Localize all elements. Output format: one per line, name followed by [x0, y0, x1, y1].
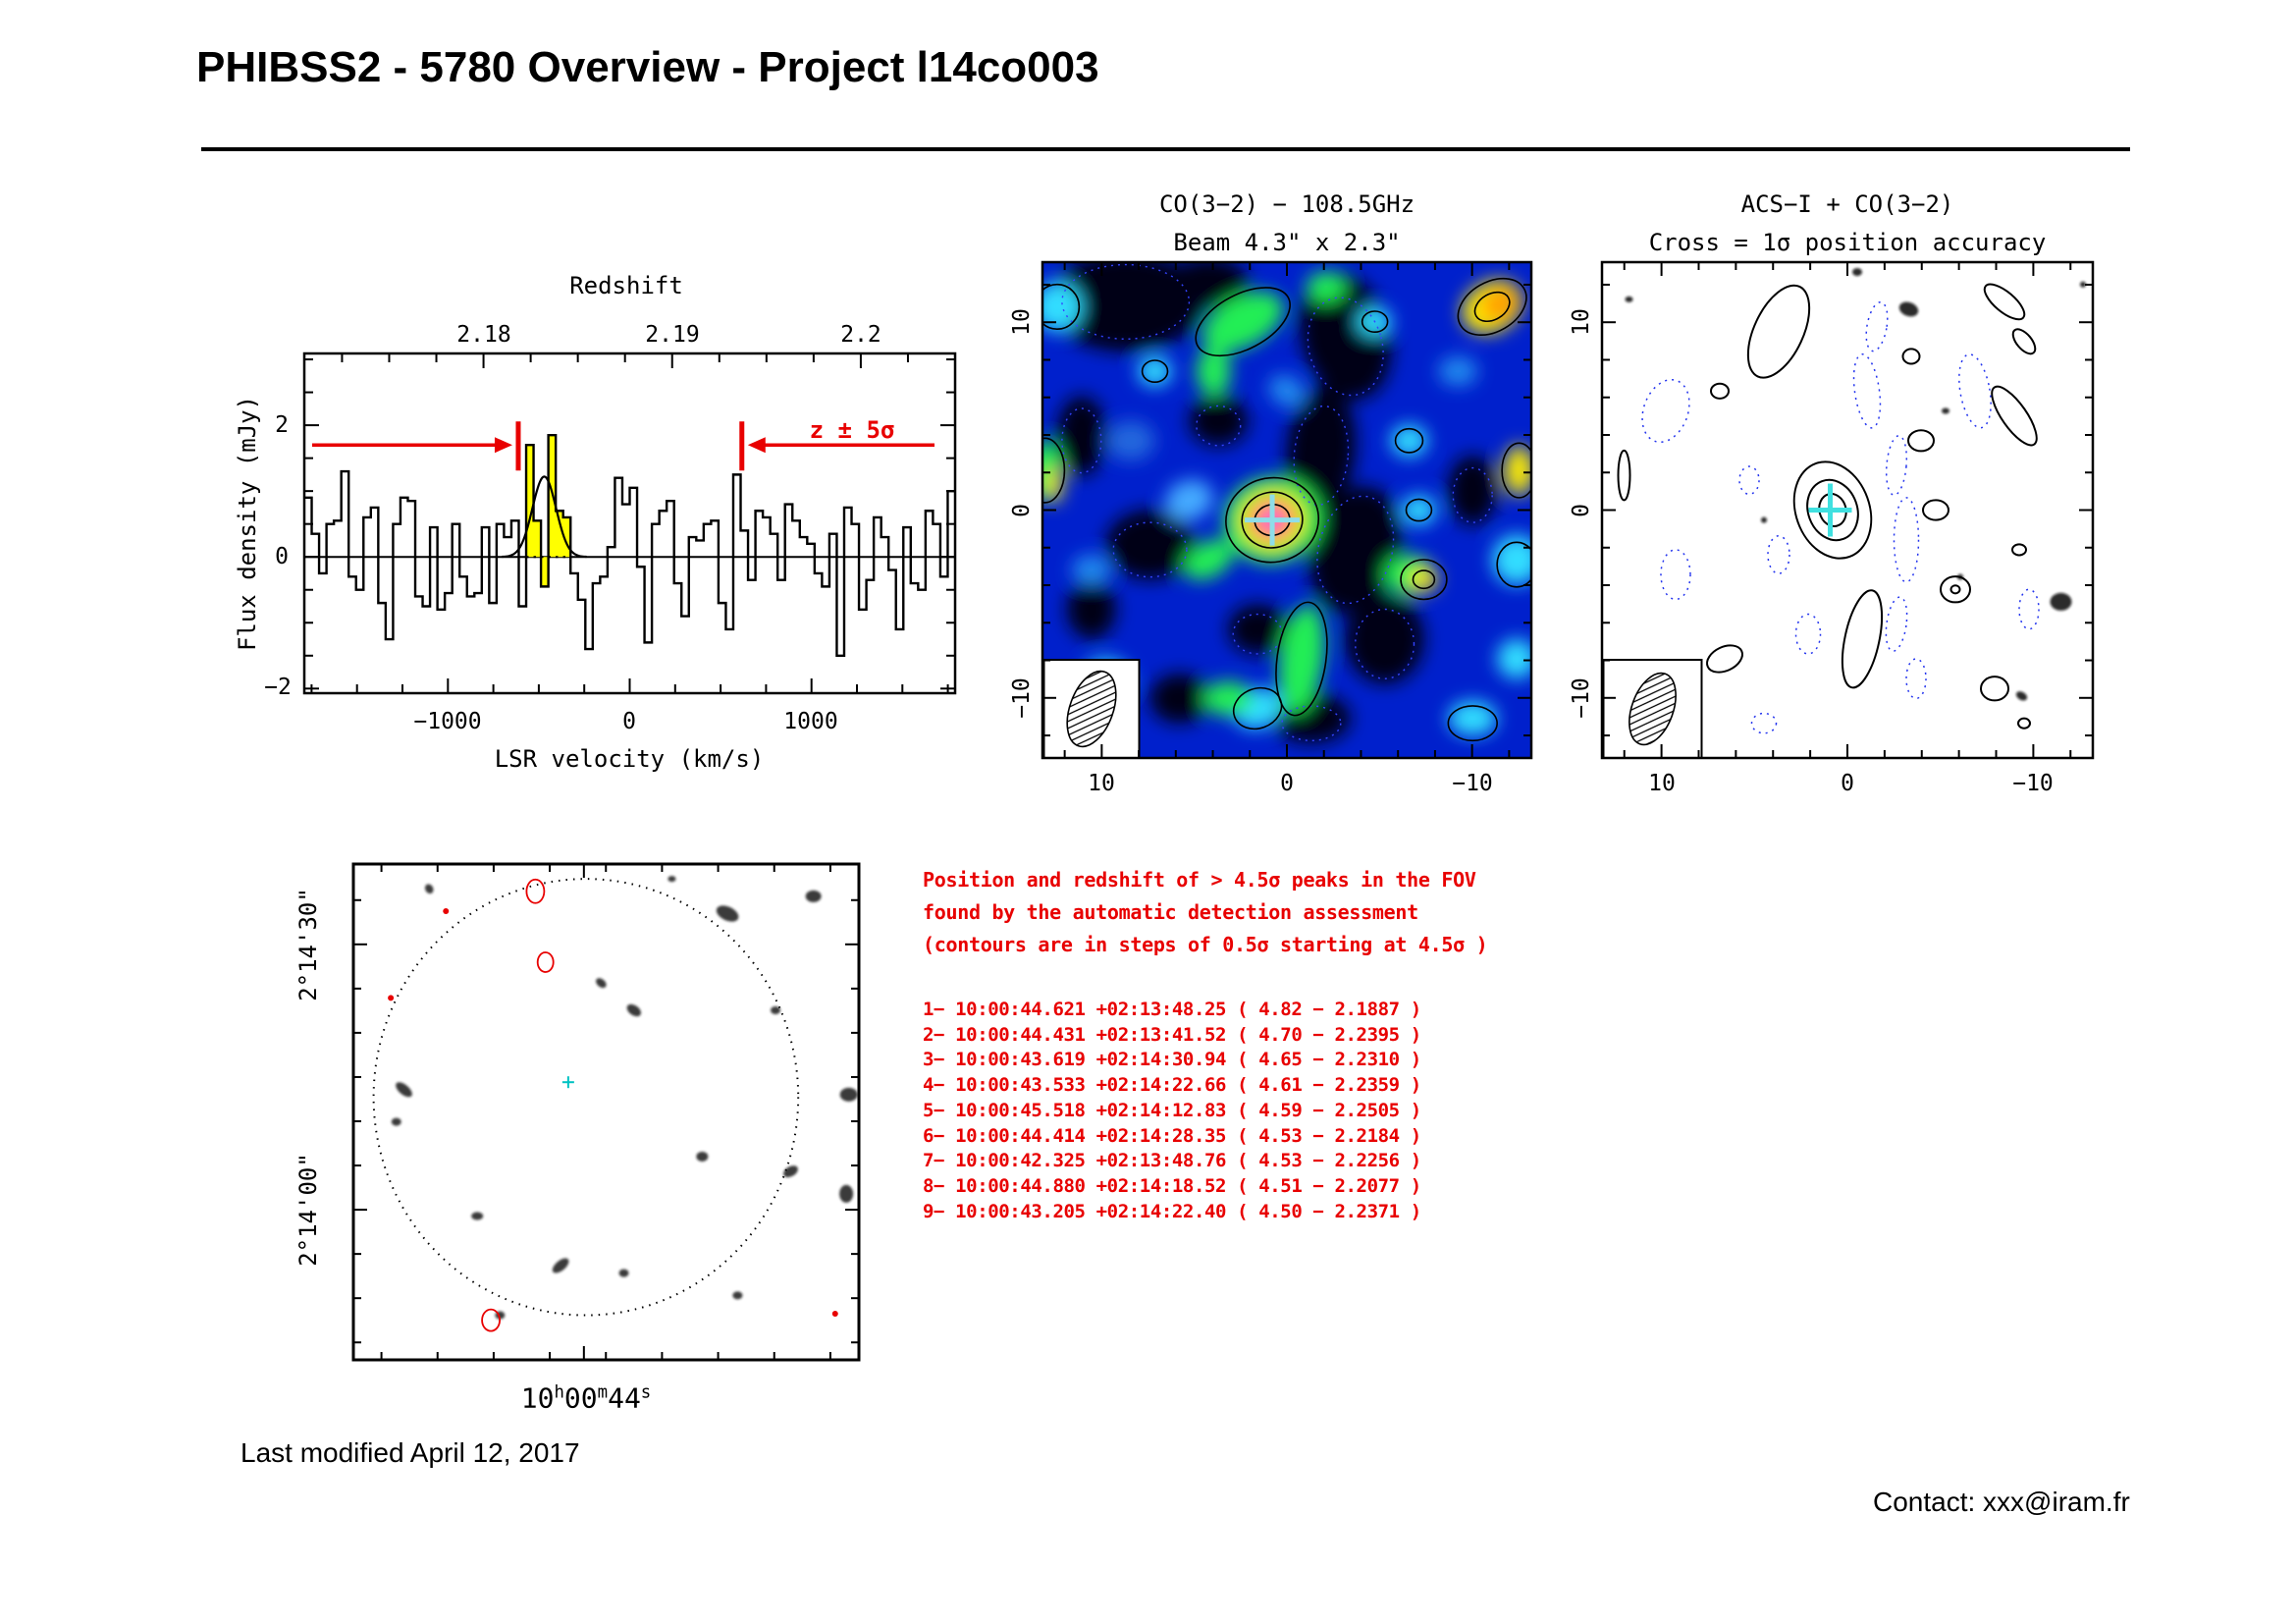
peak-row: 4− 10:00:43.533 +02:14:22.66 ( 4.61 − 2.…	[923, 1074, 1421, 1097]
peaks-list: 1− 10:00:44.621 +02:13:48.25 ( 4.82 − 2.…	[923, 998, 1421, 1224]
co-map-frame	[1041, 260, 1533, 760]
primary-beam-fov	[372, 878, 800, 1317]
peaks-header-line: Position and redshift of > 4.5σ peaks in…	[923, 868, 1476, 892]
peak-row: 9− 10:00:43.205 +02:14:22.40 ( 4.50 − 2.…	[923, 1200, 1421, 1222]
peaks-header-line: (contours are in steps of 0.5σ starting …	[923, 933, 1488, 956]
peak-row: 1− 10:00:44.621 +02:13:48.25 ( 4.82 − 2.…	[923, 999, 1421, 1020]
peak-row: 2− 10:00:44.431 +02:13:41.52 ( 4.70 − 2.…	[923, 1023, 1421, 1046]
sky-ra-tick-label: 10h00m44s	[521, 1382, 652, 1415]
sky-dec-tick-label: 2°14'00"	[294, 1153, 322, 1267]
acs-map-title: ACS−I + CO(3−2)	[1740, 190, 1954, 218]
peak-row: 7− 10:00:42.325 +02:13:48.76 ( 4.53 − 2.…	[923, 1150, 1421, 1172]
acs-x-tick-label: −10	[2012, 771, 2054, 796]
spectrum-annotation-label: z ± 5σ	[809, 416, 895, 444]
acs-map-subtitle: Cross = 1σ position accuracy	[1648, 229, 2047, 256]
co-x-tick-label: −10	[1452, 771, 1493, 796]
acs-overlay-map	[1602, 262, 2093, 758]
sky-dec-tick-label: 2°14'30"	[294, 888, 322, 1001]
spectrum-top-tick-label: 2.18	[456, 322, 511, 348]
redshift-window-annotation	[312, 421, 934, 471]
ra-m-unit: m	[597, 1382, 609, 1403]
acs-galaxies	[1625, 268, 2086, 701]
spectrum-top-tick-label: 2.19	[645, 322, 700, 348]
sky-galaxies	[391, 876, 858, 1320]
co-x-tick-label: 10	[1088, 771, 1115, 796]
co-y-tick-label: 0	[1009, 504, 1035, 517]
beam-inset	[1602, 659, 1703, 758]
spectrum-y-tick-label: 2	[275, 412, 289, 438]
co-map-subtitle: Beam 4.3" x 2.3"	[1173, 229, 1401, 256]
acs-y-tick-label: 10	[1569, 308, 1594, 336]
peak-row: 6− 10:00:44.414 +02:14:28.35 ( 4.53 − 2.…	[923, 1124, 1421, 1147]
co-y-tick-label: −10	[1009, 677, 1035, 719]
acs-y-tick-label: −10	[1569, 677, 1594, 719]
peaks-header-line: found by the automatic detection assessm…	[923, 900, 1418, 924]
co-x-tick-label: 0	[1280, 771, 1294, 796]
last-modified-text: Last modified April 12, 2017	[240, 1437, 580, 1468]
spectrum-histogram	[304, 433, 955, 657]
spectrum-gaussian-fit	[502, 475, 587, 559]
spectrum-y-axis-label: Flux density (mJy)	[234, 395, 261, 652]
contact-text: Contact: xxx@iram.fr	[1873, 1487, 2130, 1517]
spectrum-plot	[302, 352, 957, 695]
acs-map-frame	[1600, 260, 2095, 760]
acs-x-tick-label: 10	[1648, 771, 1676, 796]
spectrum-y-tick-label: 0	[275, 544, 289, 569]
title-divider	[201, 147, 2130, 151]
spectrum-x-tick-label: 1000	[783, 709, 838, 734]
spectrum-y-tick-label: −2	[264, 675, 292, 700]
acs-y-tick-label: 0	[1569, 504, 1594, 517]
sky-field-map	[353, 864, 859, 1360]
peak-row: 8− 10:00:44.880 +02:14:18.52 ( 4.51 − 2.…	[923, 1174, 1421, 1197]
ra-hours: 10	[520, 1381, 555, 1415]
page-title: PHIBSS2 - 5780 Overview - Project l14co0…	[196, 43, 1099, 91]
peak-row: 3− 10:00:43.619 +02:14:30.94 ( 4.65 − 2.…	[923, 1049, 1421, 1071]
spectrum-x-tick-label: −1000	[413, 709, 482, 734]
co-y-tick-label: 10	[1009, 308, 1035, 336]
sky-map-frame	[351, 862, 861, 1362]
beam-inset	[1042, 659, 1141, 758]
ra-h-unit: h	[554, 1382, 564, 1403]
co-intensity-map	[1042, 262, 1531, 758]
co-map-title: CO(3−2) − 108.5GHz	[1158, 190, 1415, 218]
spectrum-top-axis-title: Redshift	[569, 272, 683, 299]
peak-row: 5− 10:00:45.518 +02:14:12.83 ( 4.59 − 2.…	[923, 1099, 1421, 1121]
ra-minutes: 00	[563, 1381, 598, 1415]
ra-s-unit: s	[640, 1382, 652, 1403]
ra-seconds: 44	[608, 1381, 641, 1415]
spectrum-top-tick-label: 2.2	[840, 322, 881, 348]
spectrum-x-axis-label: LSR velocity (km/s)	[494, 745, 765, 773]
acs-x-tick-label: 0	[1841, 771, 1854, 796]
spectrum-x-tick-label: 0	[622, 709, 636, 734]
